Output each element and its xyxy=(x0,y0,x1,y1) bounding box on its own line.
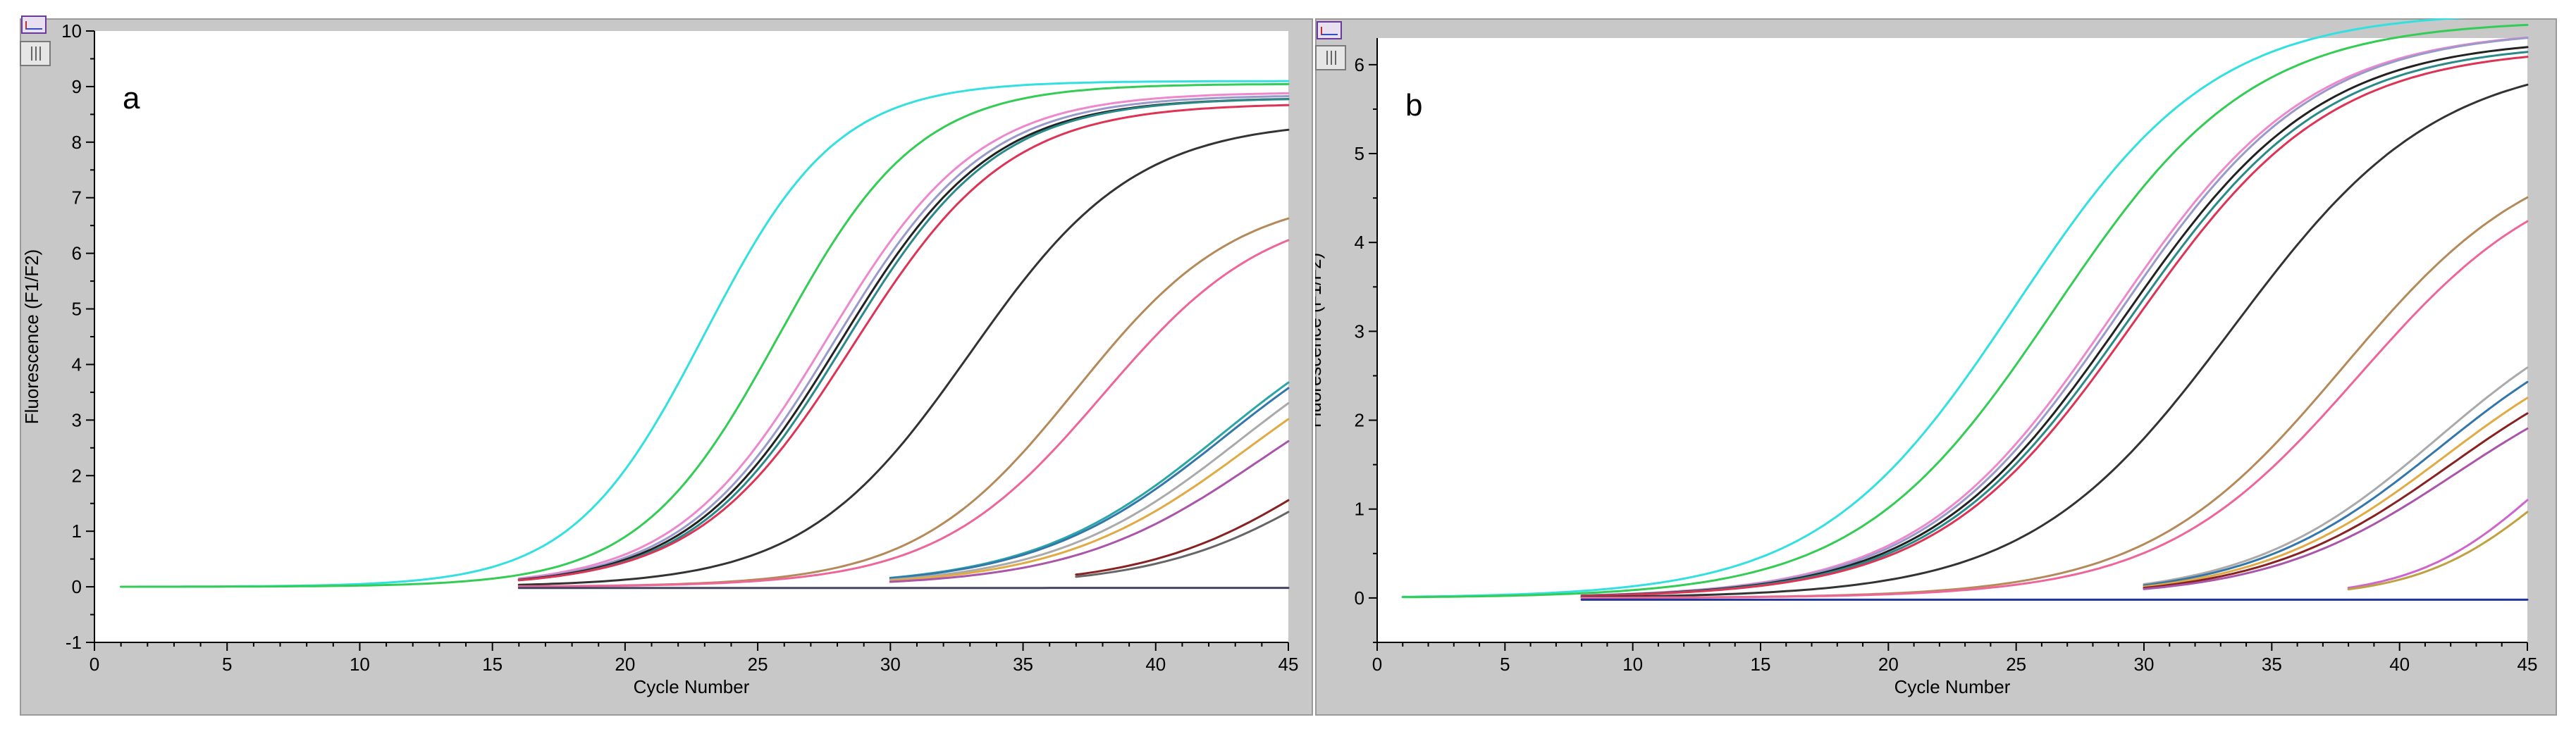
y-tick-label: 6 xyxy=(1355,54,1364,75)
amplification-curve xyxy=(2143,380,2529,587)
y-tick-label: 9 xyxy=(72,76,82,97)
amplification-curve xyxy=(120,82,1290,588)
x-tick-label: 25 xyxy=(748,654,768,675)
panel-label: a xyxy=(123,81,140,116)
x-tick-label: 30 xyxy=(880,654,901,675)
y-tick-label: -1 xyxy=(66,632,82,653)
y-tick-label: 5 xyxy=(72,299,82,320)
chart-type-icon[interactable] xyxy=(21,15,47,34)
x-tick-label: 25 xyxy=(2006,654,2026,675)
x-tick-label: 0 xyxy=(1372,654,1382,675)
y-tick-label: 7 xyxy=(72,187,82,208)
x-tick-label: 40 xyxy=(1145,654,1166,675)
x-tick-label: 40 xyxy=(2389,654,2410,675)
x-tick-label: 5 xyxy=(222,654,232,675)
y-axis-title: Fluorescence (F1/F2) xyxy=(21,249,42,425)
amplification-curve xyxy=(1075,499,1290,576)
amplification-curve xyxy=(1075,511,1290,578)
x-tick-label: 30 xyxy=(2134,654,2155,675)
y-tick-label: 10 xyxy=(61,20,82,42)
x-tick-label: 5 xyxy=(1500,654,1510,675)
x-tick-label: 35 xyxy=(1013,654,1033,675)
amplification-curve xyxy=(2143,428,2529,590)
y-tick-label: 3 xyxy=(1355,320,1364,342)
chart-menu-button[interactable] xyxy=(20,41,51,66)
x-tick-label: 20 xyxy=(615,654,635,675)
amplification-curve xyxy=(517,128,1290,586)
amplification-curve xyxy=(2347,511,2529,591)
x-axis-title: Cycle Number xyxy=(634,676,750,697)
chart-type-icon[interactable] xyxy=(1317,21,1342,39)
y-tick-label: 4 xyxy=(1355,232,1364,253)
amplification-curve xyxy=(889,387,1290,580)
amplification-curve xyxy=(1580,220,2529,599)
x-tick-label: 10 xyxy=(1622,654,1643,675)
x-tick-label: 15 xyxy=(1751,654,1771,675)
amplification-curve xyxy=(2347,499,2529,589)
amplification-curve xyxy=(2143,397,2529,588)
y-tick-label: 8 xyxy=(72,132,82,153)
x-axis-title: Cycle Number xyxy=(1894,676,2011,697)
y-tick-label: 3 xyxy=(72,409,82,430)
amplification-curve xyxy=(517,92,1290,580)
y-tick-label: 1 xyxy=(72,521,82,542)
plot-area xyxy=(1377,38,2527,642)
x-tick-label: 45 xyxy=(2518,654,2538,675)
amplification-curve xyxy=(1401,23,2529,599)
x-tick-label: 45 xyxy=(1278,654,1299,675)
x-tick-label: 35 xyxy=(2262,654,2282,675)
amplification-curve xyxy=(517,239,1290,588)
x-tick-label: 15 xyxy=(482,654,503,675)
y-axis-title: Fluorescence (F1/F2) xyxy=(1315,253,1325,428)
amplification-curve xyxy=(1580,83,2529,599)
amplification-curve xyxy=(1580,56,2529,597)
y-tick-label: 2 xyxy=(1355,410,1364,431)
chart-menu-button[interactable] xyxy=(1315,45,1346,70)
amplification-curve xyxy=(2143,366,2529,585)
y-tick-label: 6 xyxy=(72,243,82,264)
y-tick-label: 4 xyxy=(72,354,82,375)
amplification-curve xyxy=(889,440,1290,583)
x-tick-label: 0 xyxy=(90,654,99,675)
amplification-curve xyxy=(517,95,1290,580)
x-tick-label: 20 xyxy=(1878,654,1899,675)
amplification-curve xyxy=(1401,18,2468,598)
y-tick-label: 2 xyxy=(72,465,82,486)
amplification-curve xyxy=(889,418,1290,582)
amplification-curve xyxy=(889,401,1290,581)
y-tick-label: 5 xyxy=(1355,143,1364,164)
y-tick-label: 0 xyxy=(72,576,82,597)
amplification-curve xyxy=(2143,412,2529,590)
plot-area xyxy=(94,31,1288,642)
amplification-curve xyxy=(517,98,1290,582)
panel-label: b xyxy=(1405,88,1422,123)
y-tick-label: 0 xyxy=(1355,587,1364,609)
amplification-curve xyxy=(517,104,1290,582)
x-tick-label: 10 xyxy=(350,654,370,675)
y-tick-label: 1 xyxy=(1355,499,1364,520)
